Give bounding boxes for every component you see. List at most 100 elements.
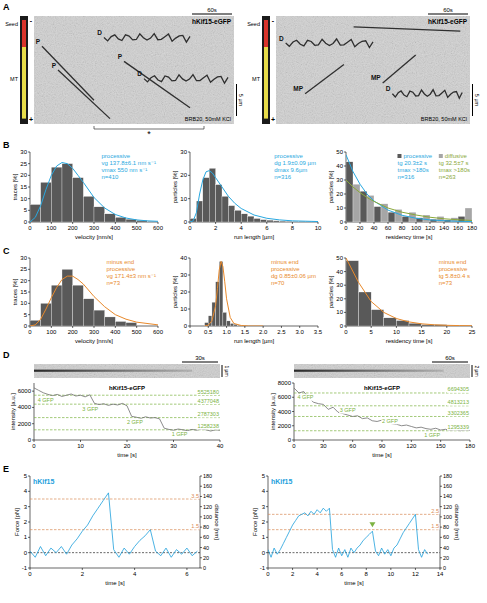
y-tick xyxy=(344,285,346,286)
x-tick-label: 6 xyxy=(340,571,344,577)
y-tick-label: 0 xyxy=(340,323,344,329)
track-label: MP xyxy=(371,74,381,81)
y-tick xyxy=(344,271,346,272)
kymograph-bg xyxy=(34,16,234,124)
y-tick-label: 5 xyxy=(24,473,28,479)
fit-curve xyxy=(30,163,158,223)
stat-line: tg 5.8±0.4 s xyxy=(439,273,470,279)
bar xyxy=(228,206,234,222)
y-tick xyxy=(266,506,268,507)
x-tick-label: 20 xyxy=(357,225,364,231)
trace xyxy=(34,388,220,431)
y-axis-title: traces [%] xyxy=(12,278,18,305)
stat-text: tg 5.8±0.4 s xyxy=(439,273,470,279)
kymograph-track xyxy=(354,27,461,31)
x-tick xyxy=(444,222,445,224)
plot-area xyxy=(346,258,472,326)
y-axis-title: particles [%] xyxy=(328,170,334,203)
length-scale-label: 2 µm xyxy=(474,365,480,376)
x-tick xyxy=(82,568,83,570)
y-tick-label: 2000 xyxy=(18,421,32,427)
label-patch xyxy=(126,419,143,426)
x-tick-label: 200 xyxy=(68,225,79,231)
y-tick xyxy=(28,522,30,523)
levels: 55251804377048278730312582384 GFP3 GFP2 … xyxy=(37,388,219,437)
seed-label: Seed xyxy=(247,21,260,27)
minus-end-label: - xyxy=(272,17,275,24)
y2-tick-label: 140 xyxy=(203,493,212,499)
step-label: 2 GFP xyxy=(127,419,143,425)
y-tick-label: 10 xyxy=(20,196,27,202)
asterisk: * xyxy=(147,129,151,139)
stat-text: processive xyxy=(274,153,303,159)
x-tick xyxy=(374,222,375,224)
kymograph-track xyxy=(305,65,344,94)
x-tick-label: 3.5 xyxy=(314,329,323,335)
y2-tick xyxy=(440,568,442,569)
axes: 0246-1012345time [s]Force [pN]0204060801… xyxy=(14,473,221,586)
y-tick-label: 10 xyxy=(336,309,343,315)
y2-tick-label: 0 xyxy=(203,565,206,571)
chart-title: hKif15-eGFP xyxy=(109,385,145,391)
trace xyxy=(268,508,428,557)
x-tick xyxy=(472,326,473,328)
stats: processivedg 1.9±0.09 µmdmax 9.6µmn=316 xyxy=(274,153,316,180)
x-tick xyxy=(366,568,367,570)
label-patch xyxy=(447,399,470,406)
x-tick xyxy=(411,440,412,442)
y-tick xyxy=(188,175,190,176)
y-tick-label: 0 xyxy=(24,219,28,225)
stat-text: dmax 9.6µm xyxy=(274,167,307,173)
x-tick-label: 25 xyxy=(469,329,476,335)
bar xyxy=(219,261,223,326)
kymograph-title: hKif15-eGFP xyxy=(192,18,232,25)
x-tick xyxy=(470,440,471,442)
plot-area xyxy=(346,155,472,222)
bar xyxy=(248,216,254,222)
x-axis-title: residency time [s] xyxy=(386,338,433,344)
y2-axis-title: distance [nm] xyxy=(454,504,460,540)
x-tick xyxy=(72,326,73,328)
levels: 2.51.5 xyxy=(431,508,440,530)
kymograph-track xyxy=(58,70,110,119)
y-tick xyxy=(28,552,30,553)
y-tick-label: 3 xyxy=(262,504,266,510)
y-tick xyxy=(28,303,30,304)
stat-text: dg 0.85±0.06 µm xyxy=(271,273,316,279)
plus-end-label: + xyxy=(271,116,275,123)
stats: minus end processivetg 5.8±0.4 sn=73 xyxy=(439,259,470,286)
plot-area xyxy=(294,388,470,431)
x-tick-label: 100 xyxy=(46,329,57,335)
x-tick xyxy=(220,440,221,442)
seed-label: Seed xyxy=(5,21,18,27)
chart-title: hKif15-eGFP xyxy=(364,385,400,391)
y-tick-label: 30 xyxy=(20,149,27,155)
x-tick-label: 150 xyxy=(436,443,447,449)
x-tick xyxy=(173,440,174,442)
y-tick-label: 50 xyxy=(336,149,343,155)
x-tick-label: 600 xyxy=(153,329,164,335)
x-tick-label: 300 xyxy=(89,329,100,335)
stat-line: dmax 9.6µm xyxy=(274,167,307,173)
y-tick xyxy=(344,222,346,223)
bar xyxy=(346,162,353,222)
label-patch xyxy=(381,418,398,425)
stat-line: vmax 550 nm s⁻¹ xyxy=(102,167,148,173)
stat-line: n=316 xyxy=(274,174,292,180)
mt-image xyxy=(22,47,26,119)
kymograph-track xyxy=(144,75,228,84)
x-tick-label: 2 xyxy=(291,571,295,577)
y-axis-title: intensity [a.u.] xyxy=(270,393,276,430)
figure: ABCDESeedMT-+PDPDPhKif15-eGFPBRB20, 50mM… xyxy=(0,0,487,603)
y2-tick-label: 0 xyxy=(443,565,446,571)
time-scale-bar xyxy=(428,14,468,15)
bar xyxy=(241,214,247,222)
y-tick-label: 0 xyxy=(340,219,344,225)
x-tick-label: 40 xyxy=(371,225,378,231)
y-tick xyxy=(292,411,294,412)
x-tick-label: 60 xyxy=(385,225,392,231)
stat-text: tmax >180s xyxy=(397,167,428,173)
y-axis-title: particles [%] xyxy=(328,275,334,308)
y-tick-label: 6000 xyxy=(18,388,32,394)
label-patch xyxy=(197,423,220,430)
